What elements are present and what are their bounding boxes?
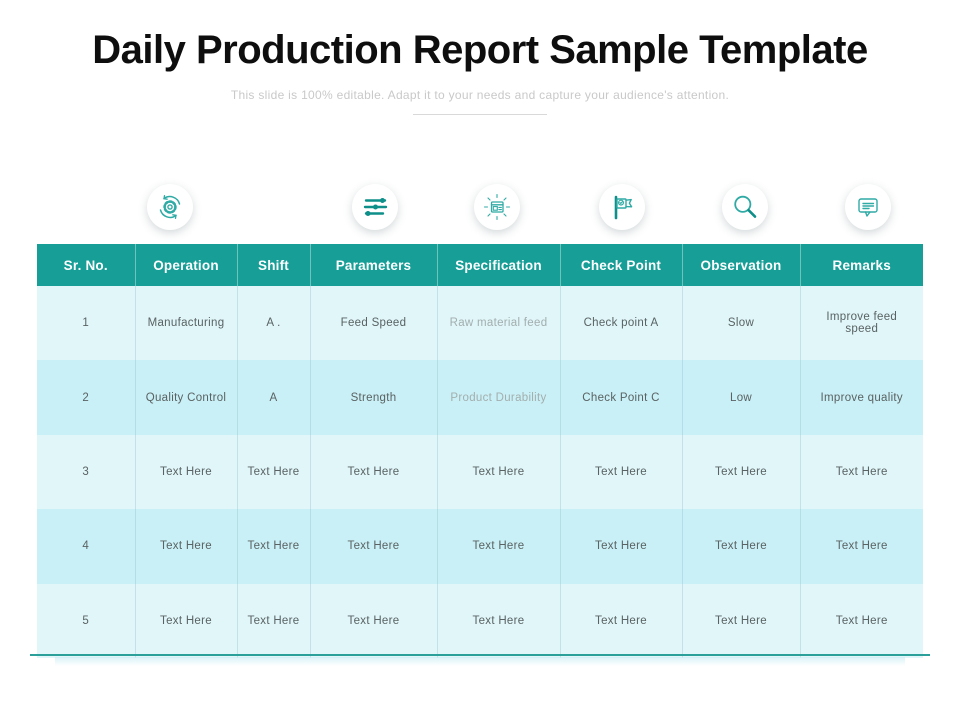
table-cell: Text Here bbox=[437, 583, 561, 658]
table-cell: Text Here bbox=[437, 509, 561, 584]
table-row: 1 Manufacturing A . Feed Speed Raw material … bbox=[37, 286, 923, 361]
production-table: Sr. No. Operation Shift Parameters Specifica… bbox=[37, 244, 923, 658]
table-cell: Text Here bbox=[310, 434, 438, 510]
table-cell: Text Here bbox=[682, 509, 801, 584]
table-cell: Low bbox=[682, 360, 801, 435]
gear-sync-icon bbox=[147, 184, 193, 230]
slide-subtitle: This slide is 100% editable. Adapt it to… bbox=[230, 88, 730, 102]
table-cell: Text Here bbox=[237, 509, 311, 584]
gear-sync-glyph bbox=[159, 194, 181, 220]
table-cell: Text Here bbox=[310, 583, 438, 658]
table-row: 3 Text Here Text Here Text Here Text Here Tex… bbox=[37, 434, 923, 510]
comment-icon bbox=[845, 184, 891, 230]
table-cell: A . bbox=[237, 286, 311, 361]
table-cell: Text Here bbox=[560, 509, 683, 584]
column-header: Observation bbox=[682, 244, 801, 286]
shining-window-icon bbox=[474, 184, 520, 230]
table-body: 1 Manufacturing A . Feed Speed Raw material … bbox=[37, 286, 923, 658]
sr-no-cell: 3 bbox=[37, 434, 136, 510]
flag-checkpoint-icon bbox=[599, 184, 645, 230]
column-header: Shift bbox=[237, 244, 311, 286]
table-bottom-glow bbox=[55, 657, 905, 666]
flag-checkpoint-glyph bbox=[614, 195, 633, 220]
comment-glyph bbox=[858, 198, 878, 217]
sr-no-cell: 2 bbox=[37, 360, 136, 435]
table-cell: Text Here bbox=[682, 434, 801, 510]
table-cell: A bbox=[237, 360, 311, 435]
table-cell: Text Here bbox=[437, 434, 561, 510]
table-cell: Text Here bbox=[135, 509, 238, 584]
table-row: 5 Text Here Text Here Text Here Text Here Tex… bbox=[37, 583, 923, 658]
table-cell: Improve feed speed bbox=[800, 286, 923, 361]
table-cell: Raw material feed bbox=[437, 286, 561, 361]
sr-no-cell: 5 bbox=[37, 583, 136, 658]
table-cell: Text Here bbox=[560, 434, 683, 510]
column-header: Specification bbox=[437, 244, 561, 286]
table-cell: Text Here bbox=[135, 583, 238, 658]
table-cell: Strength bbox=[310, 360, 438, 435]
column-header: Check Point bbox=[560, 244, 683, 286]
page-title: Daily Production Report Sample Template bbox=[92, 28, 868, 72]
table-cell: Feed Speed bbox=[310, 286, 438, 361]
table-row: 4 Text Here Text Here Text Here Text Here Tex… bbox=[37, 509, 923, 584]
table-row: 2 Quality Control A Strength Product Durabil… bbox=[37, 360, 923, 435]
table-header-row: Sr. No. Operation Shift Parameters Specifica… bbox=[37, 244, 923, 286]
table-cell: Text Here bbox=[310, 509, 438, 584]
table-cell: Manufacturing bbox=[135, 286, 238, 361]
magnifier-glyph bbox=[734, 195, 757, 218]
table-cell: Text Here bbox=[135, 434, 238, 510]
table-cell: Product Durability bbox=[437, 360, 561, 435]
table-cell: Check Point C bbox=[560, 360, 683, 435]
sr-no-cell: 4 bbox=[37, 509, 136, 584]
column-header: Parameters bbox=[310, 244, 438, 286]
table-bottom-rule bbox=[30, 654, 930, 656]
table-cell: Text Here bbox=[800, 583, 923, 658]
table-cell: Check point A bbox=[560, 286, 683, 361]
sliders-glyph bbox=[363, 198, 388, 216]
table-cell: Text Here bbox=[800, 434, 923, 510]
table-cell: Text Here bbox=[682, 583, 801, 658]
sr-no-cell: 1 bbox=[37, 286, 136, 361]
column-header: Operation bbox=[135, 244, 238, 286]
table-cell: Text Here bbox=[560, 583, 683, 658]
table-cell: Slow bbox=[682, 286, 801, 361]
column-header: Remarks bbox=[800, 244, 923, 286]
table-cell: Improve quality bbox=[800, 360, 923, 435]
column-header: Sr. No. bbox=[37, 244, 136, 286]
title-divider bbox=[413, 114, 547, 115]
table-cell: Text Here bbox=[800, 509, 923, 584]
table-cell: Quality Control bbox=[135, 360, 238, 435]
magnifier-icon bbox=[722, 184, 768, 230]
table-cell: Text Here bbox=[237, 583, 311, 658]
sliders-icon bbox=[352, 184, 398, 230]
shining-window-glyph bbox=[483, 193, 511, 221]
table-cell: Text Here bbox=[237, 434, 311, 510]
